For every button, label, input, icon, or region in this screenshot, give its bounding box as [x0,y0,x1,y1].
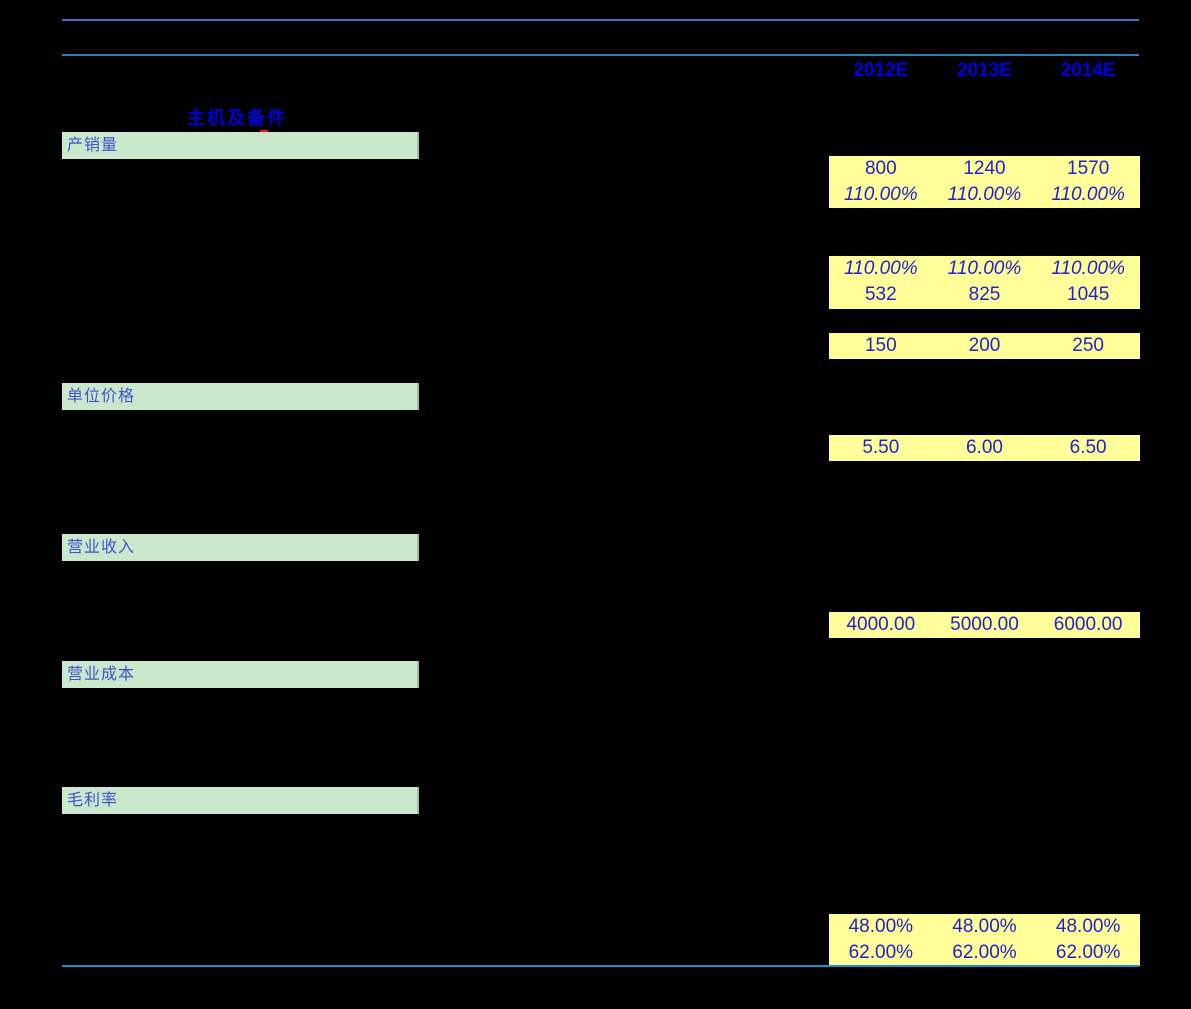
column-header[interactable]: 2012E [853,60,909,81]
value-cell[interactable]: 110.00% [947,258,1022,279]
column-headers: 2012E 2013E 2014E [829,60,1140,82]
value-cell[interactable]: 5000.00 [950,614,1019,635]
section-header-revenue[interactable]: 营业收入 [62,534,419,561]
section-header-cost[interactable]: 营业成本 [62,661,419,688]
value-row: 800 1240 1570 [829,156,1140,182]
value-row: 4000.00 5000.00 6000.00 [829,612,1140,638]
value-cell[interactable]: 62.00% [1055,942,1121,963]
value-cell[interactable]: 250 [1072,335,1104,356]
value-cell[interactable]: 1570 [1067,158,1110,179]
value-cell[interactable]: 110.00% [1051,258,1125,279]
value-block-volume: 800 1240 1570 110.00% 110.00% 110.00% [829,156,1140,208]
value-cell[interactable]: 825 [968,284,1001,305]
value-row: 48.00% 48.00% 48.00% [829,914,1140,940]
value-cell[interactable]: 110.00% [1051,184,1125,205]
bottom-divider-rule [62,965,1139,967]
value-cell[interactable]: 110.00% [844,184,918,205]
value-block-volume-other: 150 200 250 [829,333,1140,359]
value-row: 150 200 250 [829,333,1140,359]
value-cell[interactable]: 48.00% [1055,916,1121,937]
value-cell[interactable]: 532 [864,284,897,305]
value-cell[interactable]: 6000.00 [1053,614,1123,635]
value-cell[interactable]: 1045 [1067,284,1110,305]
value-cell[interactable]: 62.00% [952,942,1017,963]
value-row: 110.00% 110.00% 110.00% [829,256,1140,282]
value-cell[interactable]: 1240 [963,158,1006,179]
section-header-unit-price[interactable]: 单位价格 [62,383,419,410]
header-divider-rule [62,54,1139,56]
value-cell[interactable]: 48.00% [952,916,1017,937]
column-header[interactable]: 2014E [1060,60,1116,81]
value-row: 110.00% 110.00% 110.00% [829,182,1140,208]
value-row: 5.50 6.00 6.50 [829,435,1140,461]
product-group-annotation: 主机及备件 [187,108,287,128]
value-cell[interactable]: 62.00% [848,942,914,963]
top-divider-rule [62,19,1139,21]
value-cell[interactable]: 110.00% [844,258,918,279]
section-header-volume[interactable]: 产销量 [62,132,419,159]
value-cell[interactable]: 200 [968,335,1001,356]
section-header-gross-margin[interactable]: 毛利率 [62,787,419,814]
value-cell[interactable]: 6.50 [1069,437,1107,458]
value-block-revenue: 4000.00 5000.00 6000.00 [829,612,1140,638]
value-cell[interactable]: 150 [864,335,897,356]
value-cell[interactable]: 110.00% [947,184,1022,205]
value-row: 532 825 1045 [829,282,1140,308]
value-block-unit-price: 5.50 6.00 6.50 [829,435,1140,461]
value-row: 62.00% 62.00% 62.00% [829,940,1140,966]
value-cell[interactable]: 800 [864,158,897,179]
value-cell[interactable]: 48.00% [848,916,914,937]
value-block-gross-margin: 48.00% 48.00% 48.00% 62.00% 62.00% 62.00% [829,914,1140,966]
value-cell[interactable]: 6.00 [965,437,1003,458]
value-block-volume-growth: 110.00% 110.00% 110.00% 532 825 1045 [829,256,1140,309]
column-header[interactable]: 2013E [957,60,1012,81]
value-cell[interactable]: 5.50 [862,437,900,458]
value-cell[interactable]: 4000.00 [846,614,916,635]
